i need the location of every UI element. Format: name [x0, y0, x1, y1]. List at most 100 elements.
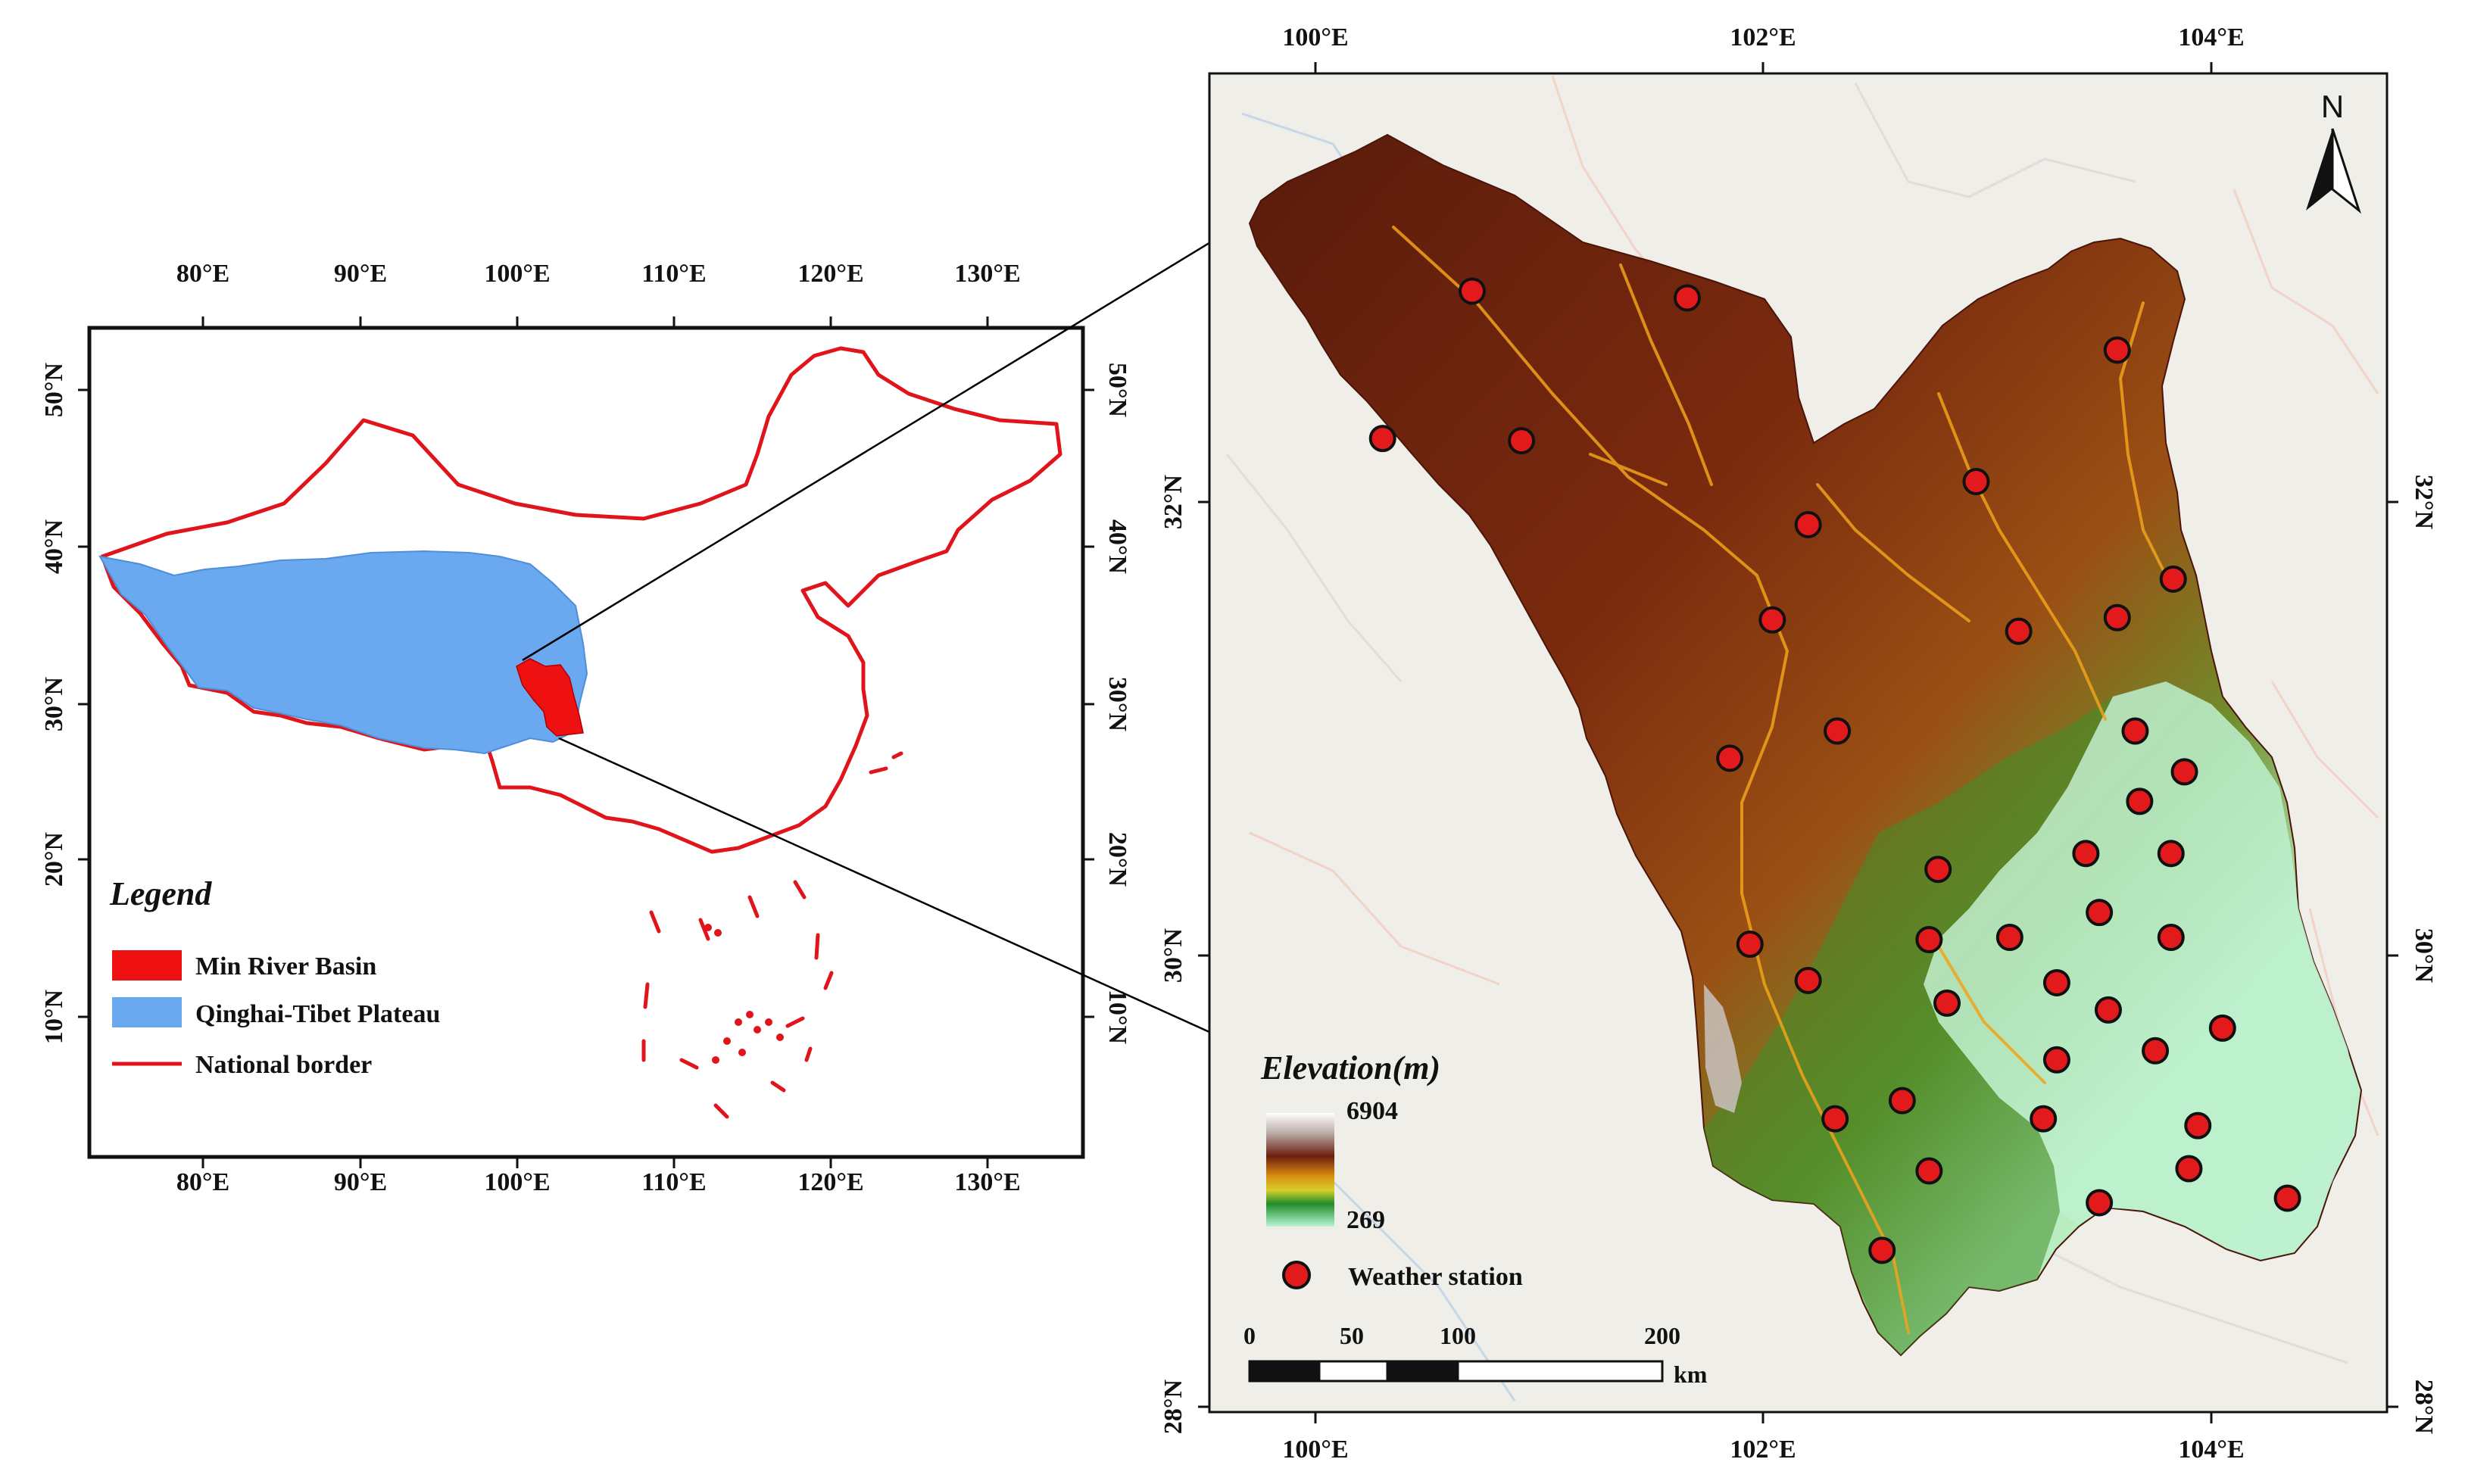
weather-station-6 [1962, 468, 1990, 496]
elevation-color-ramp [1266, 1113, 1334, 1227]
weather-station-30 [2142, 1037, 2170, 1065]
weather-station-21 [1736, 931, 1764, 959]
china-right-tick-50: 50°N [1103, 363, 1131, 418]
basin-map: 100°E 102°E 104°E 100°E 102°E 104°E 32°N… [1159, 23, 2438, 1464]
weather-station-24 [2157, 924, 2185, 952]
north-arrow-icon [2306, 129, 2332, 210]
weather-station-38 [2086, 1189, 2114, 1217]
china-bottom-tick-labels: 80°E 90°E 100°E 110°E 120°E 130°E [176, 1168, 1021, 1196]
weather-station-legend-icon [1282, 1261, 1311, 1289]
weather-station-32 [1888, 1086, 1916, 1115]
basin-bottom-tick-102: 102°E [1730, 1436, 1796, 1464]
china-top-tick-80: 80°E [176, 260, 229, 288]
weather-station-35 [2184, 1111, 2212, 1140]
basin-top-tick-labels: 100°E 102°E 104°E [1282, 23, 2244, 51]
china-left-tick-30: 30°N [40, 676, 68, 731]
weather-station-7 [1794, 510, 1822, 538]
weather-station-23 [1995, 924, 2023, 952]
china-map-ticks [78, 316, 1094, 1168]
elevation-min-label: 269 [1346, 1206, 1385, 1234]
scale-label-0: 0 [1243, 1322, 1256, 1349]
china-bottom-tick-80: 80°E [176, 1168, 229, 1196]
china-right-tick-10: 10°N [1103, 990, 1131, 1045]
scale-bar: 0 50 100 200 km [1243, 1322, 1708, 1388]
china-left-tick-40: 40°N [40, 519, 68, 574]
weather-station-2 [1673, 284, 1701, 312]
qinghai-tibet-plateau [98, 550, 588, 755]
china-left-tick-50: 50°N [40, 362, 68, 417]
basin-map-ticks [1198, 62, 2398, 1423]
weather-station-39 [2273, 1184, 2301, 1212]
basin-top-tick-100: 100°E [1282, 23, 1348, 51]
legend-title: Legend [109, 875, 212, 912]
weather-station-26 [1933, 989, 1961, 1017]
island-clusters [704, 924, 784, 1064]
basin-bottom-tick-labels: 100°E 102°E 104°E [1282, 1436, 2244, 1464]
china-right-tick-30: 30°N [1103, 677, 1131, 732]
china-top-tick-130: 130°E [954, 260, 1020, 288]
legend-symbol-qinghai-tibet [112, 997, 182, 1027]
weather-stations [1368, 277, 2301, 1264]
china-left-tick-10: 10°N [40, 989, 68, 1044]
elevation-legend: Elevation(m) 6904 269 Weather station [1260, 1049, 1523, 1291]
river-network [1392, 226, 2167, 1334]
basin-left-tick-labels: 32°N 30°N 28°N [1159, 474, 1187, 1434]
weather-station-31 [2042, 1046, 2070, 1074]
scale-label-100: 100 [1440, 1322, 1476, 1349]
weather-station-36 [1915, 1157, 1943, 1185]
weather-station-14 [2121, 717, 2149, 745]
weather-station-28 [2094, 996, 2122, 1024]
china-top-tick-labels: 80°E 90°E 100°E 110°E 120°E 130°E [176, 260, 1021, 288]
weather-station-17 [2072, 840, 2100, 868]
basin-bottom-tick-100: 100°E [1282, 1436, 1348, 1464]
weather-station-9 [1758, 606, 1786, 634]
china-left-tick-20: 20°N [40, 831, 68, 887]
basin-right-tick-32: 32°N [2410, 475, 2438, 530]
elevation-legend-title: Elevation(m) [1260, 1049, 1440, 1086]
weather-station-10 [1824, 717, 1852, 745]
weather-station-5 [2103, 336, 2131, 364]
weather-station-11 [1716, 744, 1744, 772]
basin-right-tick-28: 28°N [2410, 1380, 2438, 1435]
weather-station-18 [2157, 840, 2185, 868]
basin-top-tick-104: 104°E [2178, 23, 2244, 51]
weather-station-3 [1368, 425, 1396, 453]
weather-station-37 [2175, 1155, 2203, 1183]
weather-station-22 [1915, 926, 1943, 954]
legend-label-min-river-basin: Min River Basin [195, 952, 376, 980]
china-right-tick-20: 20°N [1103, 832, 1131, 887]
weather-station-25 [1794, 966, 1822, 994]
scale-label-50: 50 [1340, 1322, 1364, 1349]
min-river-basin-small [516, 658, 584, 737]
south-china-sea-islands [641, 751, 903, 1119]
weather-station-40 [1868, 1236, 1896, 1264]
weather-station-12 [2005, 617, 2033, 645]
china-map-legend: Legend Min River Basin Qinghai-Tibet Pla… [109, 875, 440, 1079]
north-label: N [2321, 89, 2344, 124]
basin-right-tick-labels: 32°N 30°N 28°N [2410, 475, 2438, 1435]
basin-right-tick-30: 30°N [2410, 928, 2438, 984]
basin-left-tick-30: 30°N [1159, 928, 1187, 983]
scale-label-200: 200 [1644, 1322, 1680, 1349]
basin-left-tick-32: 32°N [1159, 474, 1187, 529]
china-top-tick-120: 120°E [797, 260, 863, 288]
china-top-tick-90: 90°E [334, 260, 387, 288]
weather-station-4 [1508, 427, 1536, 455]
china-right-tick-labels: 50°N 40°N 30°N 20°N 10°N [1103, 363, 1131, 1045]
weather-station-20 [2086, 899, 2114, 927]
weather-station-33 [1821, 1105, 1849, 1133]
china-overview-map: 80°E 90°E 100°E 110°E 120°E 130°E 80°E 9… [40, 260, 1131, 1196]
china-left-tick-labels: 50°N 40°N 30°N 20°N 10°N [40, 362, 68, 1044]
china-right-tick-40: 40°N [1103, 519, 1131, 575]
transition-band [1704, 697, 2113, 1355]
basin-map-frame [1208, 72, 2389, 1414]
legend-label-qinghai-tibet: Qinghai-Tibet Plateau [195, 1000, 440, 1028]
scale-unit: km [1674, 1361, 1708, 1388]
weather-station-13 [2103, 603, 2131, 631]
weather-station-29 [2208, 1014, 2236, 1042]
weather-station-27 [2042, 968, 2070, 996]
weather-station-34 [2030, 1105, 2058, 1133]
china-bottom-tick-130: 130°E [954, 1168, 1020, 1196]
basin-left-tick-28: 28°N [1159, 1379, 1187, 1434]
basin-bottom-tick-104: 104°E [2178, 1436, 2244, 1464]
